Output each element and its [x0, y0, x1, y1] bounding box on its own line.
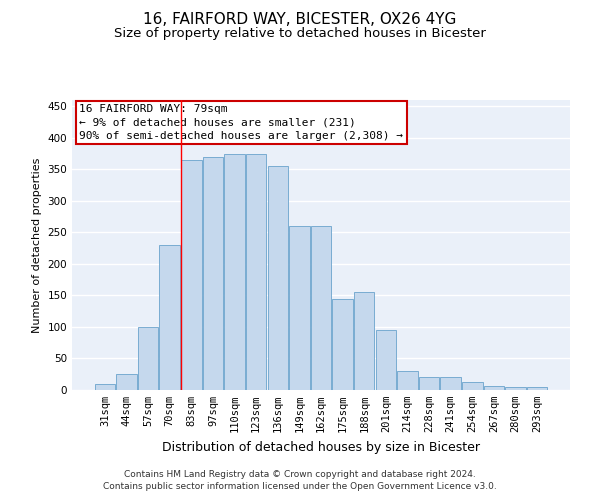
- Bar: [527, 388, 547, 390]
- Bar: [95, 384, 115, 390]
- Bar: [419, 378, 439, 390]
- X-axis label: Distribution of detached houses by size in Bicester: Distribution of detached houses by size …: [162, 440, 480, 454]
- Bar: [181, 160, 202, 390]
- Bar: [376, 330, 396, 390]
- Bar: [311, 226, 331, 390]
- Bar: [268, 166, 288, 390]
- Text: 16, FAIRFORD WAY, BICESTER, OX26 4YG: 16, FAIRFORD WAY, BICESTER, OX26 4YG: [143, 12, 457, 28]
- Bar: [160, 245, 180, 390]
- Text: Contains HM Land Registry data © Crown copyright and database right 2024.: Contains HM Land Registry data © Crown c…: [124, 470, 476, 479]
- Y-axis label: Number of detached properties: Number of detached properties: [32, 158, 42, 332]
- Text: 16 FAIRFORD WAY: 79sqm
← 9% of detached houses are smaller (231)
90% of semi-det: 16 FAIRFORD WAY: 79sqm ← 9% of detached …: [79, 104, 403, 141]
- Text: Size of property relative to detached houses in Bicester: Size of property relative to detached ho…: [114, 28, 486, 40]
- Text: Contains public sector information licensed under the Open Government Licence v3: Contains public sector information licen…: [103, 482, 497, 491]
- Bar: [246, 154, 266, 390]
- Bar: [116, 374, 137, 390]
- Bar: [462, 382, 482, 390]
- Bar: [440, 378, 461, 390]
- Bar: [484, 386, 504, 390]
- Bar: [224, 154, 245, 390]
- Bar: [397, 371, 418, 390]
- Bar: [138, 327, 158, 390]
- Bar: [203, 156, 223, 390]
- Bar: [332, 298, 353, 390]
- Bar: [289, 226, 310, 390]
- Bar: [354, 292, 374, 390]
- Bar: [505, 388, 526, 390]
